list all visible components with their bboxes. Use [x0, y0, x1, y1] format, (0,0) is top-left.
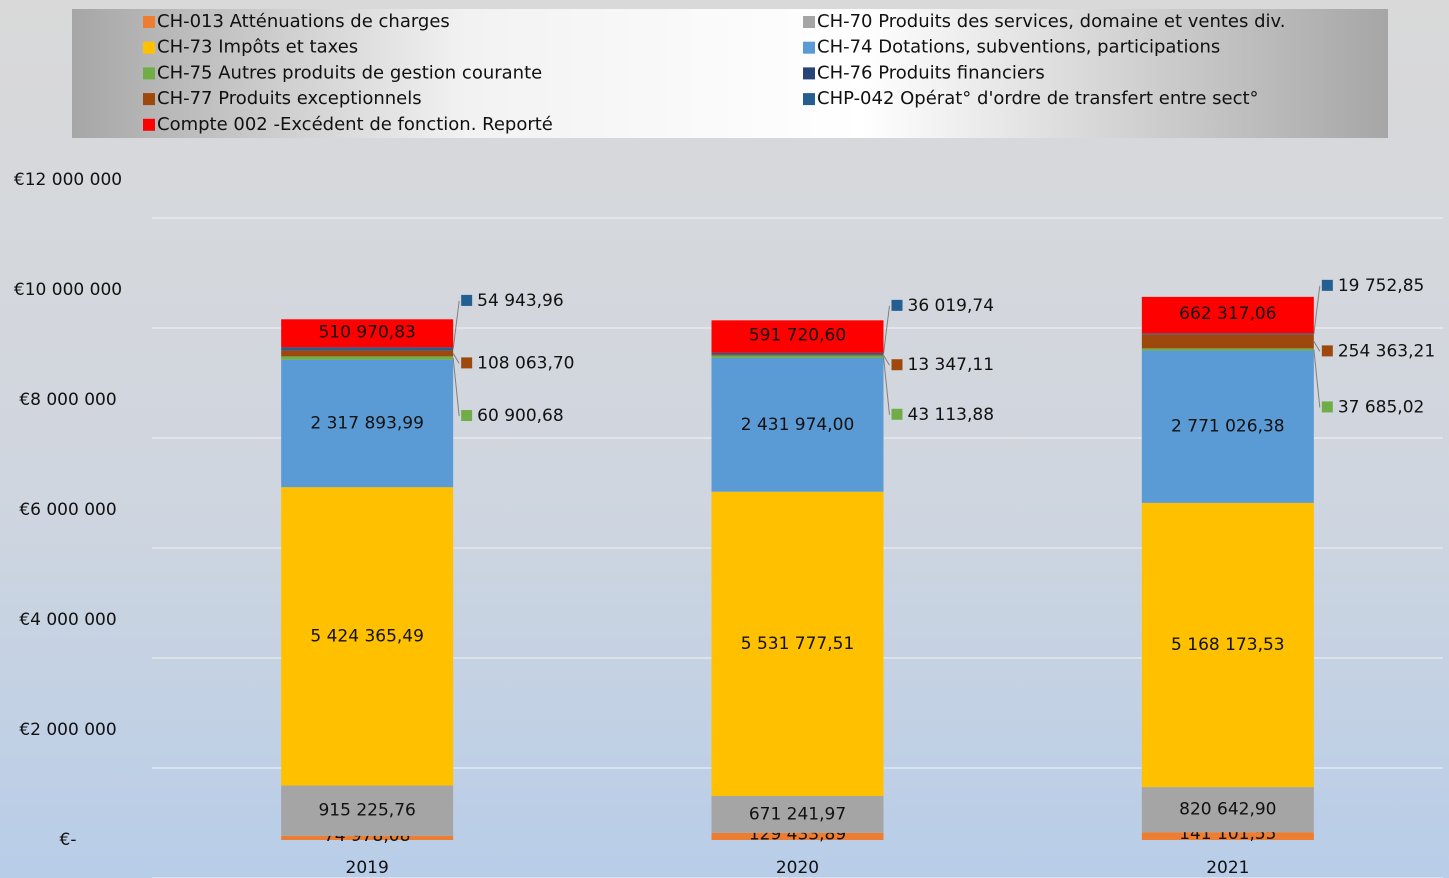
legend-swatch: [143, 67, 155, 80]
data-label: 2 771 026,38: [1171, 417, 1285, 437]
data-label: 54 943,96: [477, 291, 564, 311]
legend-label: CH-73 Impôts et taxes: [157, 37, 358, 58]
legend-swatch: [143, 118, 155, 131]
legend-swatch: [803, 16, 815, 28]
label-marker: [891, 359, 903, 371]
leader-line: [1313, 285, 1321, 334]
leader-line: [883, 305, 890, 354]
legend-label: CH-75 Autres produits de gestion courant…: [157, 62, 542, 83]
leader-line: [452, 353, 460, 364]
bar-segment: [711, 357, 884, 492]
data-label: 662 317,06: [1179, 304, 1276, 324]
bar-segment: [281, 319, 454, 348]
legend-swatch: [803, 67, 815, 80]
bar-segment: [281, 785, 454, 836]
bar-segment: [711, 795, 884, 833]
y-tick-label: €-: [60, 830, 77, 850]
bar-segment: [711, 491, 884, 796]
data-label: 510 970,83: [318, 322, 415, 342]
label-marker: [461, 294, 473, 306]
legend-label: CH-74 Dotations, subventions, participat…: [817, 37, 1220, 58]
x-tick-label: 2020: [776, 858, 819, 878]
label-marker: [1321, 401, 1333, 413]
bar-segment: [1141, 350, 1314, 503]
bar-segment: [1141, 334, 1314, 349]
bar-segment: [1141, 333, 1314, 335]
data-label: 591 720,60: [749, 326, 846, 346]
bar-segment: [711, 354, 884, 356]
data-label: 5 168 173,53: [1171, 635, 1285, 655]
label-marker: [891, 299, 903, 311]
bar-segment: [281, 835, 454, 840]
y-tick-label: €10 000 000: [14, 280, 122, 300]
x-tick-label: 2021: [1206, 858, 1249, 878]
data-label: 5 531 777,51: [741, 634, 855, 654]
data-label: 37 685,02: [1338, 397, 1425, 417]
data-label: 915 225,76: [318, 801, 415, 821]
data-label: 254 363,21: [1338, 341, 1435, 361]
data-label: 671 241,97: [749, 804, 846, 824]
label-marker: [461, 357, 473, 369]
label-marker: [1321, 279, 1333, 291]
legend-label: CHP-042 Opérat° d'ordre de transfert ent…: [817, 88, 1259, 109]
data-label: 5 424 365,49: [310, 626, 424, 646]
data-label: 820 642,90: [1179, 800, 1276, 820]
y-tick-label: €12 000 000: [14, 170, 122, 190]
data-label: 19 752,85: [1338, 276, 1425, 296]
legend-box: [72, 9, 1388, 138]
data-label: 2 431 974,00: [741, 415, 855, 435]
legend-label: Compte 002 -Excédent de fonction. Report…: [157, 114, 553, 135]
bar-segment: [711, 352, 884, 355]
data-label: 43 113,88: [908, 405, 995, 425]
legend-swatch: [803, 93, 815, 106]
y-tick-label: €2 000 000: [19, 720, 116, 740]
legend-label: CH-013 Atténuations de charges: [157, 11, 450, 32]
bar-segment: [1141, 502, 1314, 788]
x-tick-label: 2019: [346, 858, 389, 878]
bar-segment: [1141, 787, 1314, 833]
leader-line: [883, 356, 890, 415]
bar-segment: [711, 320, 884, 353]
y-tick-label: €4 000 000: [19, 610, 116, 630]
legend-swatch: [143, 93, 155, 106]
data-label: 2 317 893,99: [310, 413, 424, 433]
bar-segment: [1141, 348, 1314, 351]
label-marker: [461, 410, 473, 422]
label-marker: [891, 408, 903, 420]
y-tick-label: €6 000 000: [19, 500, 116, 520]
label-marker: [1321, 345, 1333, 357]
leader-line: [452, 357, 460, 417]
legend-swatch: [143, 41, 155, 54]
bar-segment: [281, 356, 454, 360]
legend-label: CH-70 Produits des services, domaine et …: [817, 11, 1286, 32]
bar-segment: [281, 487, 454, 786]
bar-segment: [1141, 832, 1314, 840]
leader-line: [1313, 341, 1321, 352]
data-label: 60 900,68: [477, 406, 564, 426]
bar-segment: [281, 347, 454, 351]
data-label: 13 347,11: [908, 355, 995, 375]
legend-label: CH-77 Produits exceptionnels: [157, 88, 422, 109]
data-label: 108 063,70: [477, 353, 574, 373]
legend-label: CH-76 Produits financiers: [817, 62, 1045, 83]
data-label: 36 019,74: [908, 296, 995, 316]
y-tick-label: €8 000 000: [19, 390, 116, 410]
bar-segment: [711, 832, 884, 840]
legend-swatch: [803, 41, 815, 54]
bar-segment: [1141, 296, 1314, 334]
legend-swatch: [143, 16, 155, 28]
leader-line: [452, 300, 460, 349]
leader-line: [1313, 349, 1321, 408]
bar-segment: [281, 359, 454, 488]
bar-segment: [711, 355, 884, 358]
bar-segment: [281, 350, 454, 357]
leader-line: [883, 354, 890, 366]
